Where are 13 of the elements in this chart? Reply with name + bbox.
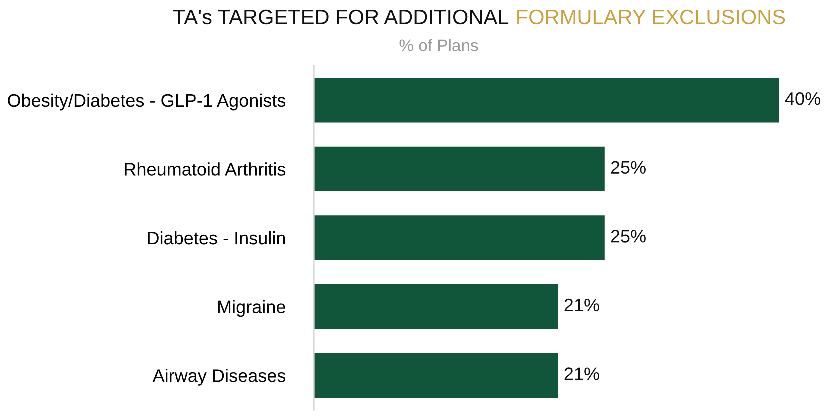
y-tick-label: Diabetes - Insulin [148,231,286,245]
chart-subtitle: % of Plans [400,39,478,52]
y-tick-label: Airway Diseases [152,369,286,386]
chart-title: TA's TARGETED FOR ADDITIONAL [173,10,509,25]
data-label: 25% [611,230,646,243]
data-label: 25% [611,161,646,174]
text: FORMULARY EXCLUSIONS [518,10,786,25]
data-label: 21% [564,368,600,380]
y-tick-label: Rheumatoid Arthritis [125,162,286,176]
y-tick-label: Obesity/Diabetes - GLP-1 Agonists [8,94,286,111]
data-label: 40% [785,92,820,106]
y-tick-label: Migraine [218,300,286,318]
data-label: 21% [564,298,600,312]
